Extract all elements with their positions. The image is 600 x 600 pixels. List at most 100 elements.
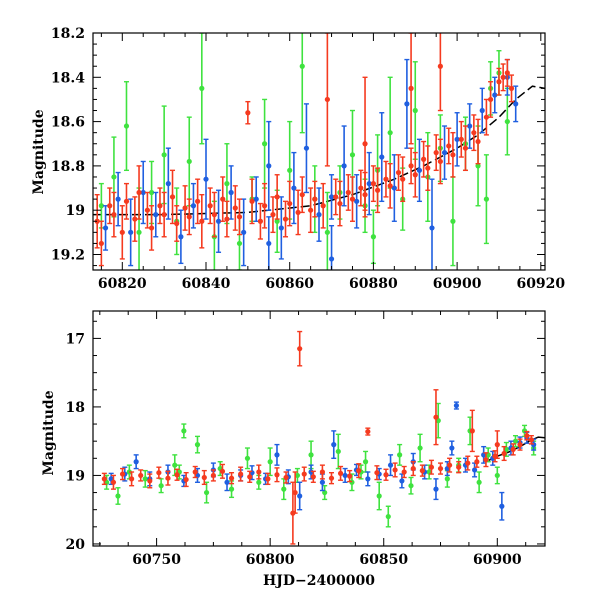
blue-data-point xyxy=(331,430,337,460)
green-data-point xyxy=(244,447,251,470)
red-data-point xyxy=(433,389,439,446)
red-data-point xyxy=(249,178,255,225)
red-data-point xyxy=(199,193,205,249)
red-data-point xyxy=(282,200,289,238)
red-data-point xyxy=(474,455,480,468)
y-tick-label: 19.2 xyxy=(51,247,85,263)
red-data-point xyxy=(101,472,107,486)
red-data-point xyxy=(195,178,201,225)
green-data-point xyxy=(203,481,210,504)
red-data-point xyxy=(408,147,414,185)
red-data-point xyxy=(238,466,244,482)
red-data-point xyxy=(174,468,180,481)
y-tick-label: 18.6 xyxy=(51,115,85,131)
red-data-point xyxy=(437,138,443,185)
red-data-point xyxy=(347,469,353,483)
red-data-point xyxy=(358,169,364,207)
x-tick-label: 60850 xyxy=(359,552,408,568)
green-data-point xyxy=(450,176,456,267)
bottom-panel-y-axis-label: Magnitude xyxy=(41,390,57,475)
red-data-point xyxy=(462,125,469,172)
y-tick-label: 18.2 xyxy=(51,26,85,42)
red-series xyxy=(101,330,534,545)
red-data-point xyxy=(496,67,502,96)
red-data-point xyxy=(310,470,316,483)
red-data-point xyxy=(94,193,100,249)
blue-data-point xyxy=(266,216,272,270)
red-data-point xyxy=(349,176,356,222)
blue-data-point xyxy=(140,160,146,225)
x-tick-label: 60900 xyxy=(433,276,482,292)
red-data-point xyxy=(147,473,153,489)
red-data-point xyxy=(165,470,171,486)
red-data-point xyxy=(270,196,276,234)
red-data-point xyxy=(337,465,344,481)
red-data-point xyxy=(425,145,431,191)
red-data-point xyxy=(228,471,235,485)
red-data-point xyxy=(210,469,216,482)
blue-data-point xyxy=(429,178,435,270)
bottom-panel-marks xyxy=(101,330,545,545)
red-data-point xyxy=(265,472,271,486)
blue-data-point xyxy=(133,454,139,470)
red-data-point xyxy=(324,33,330,167)
blue-data-point xyxy=(115,171,121,227)
blue-data-point xyxy=(387,454,394,477)
red-data-point xyxy=(192,465,198,479)
red-data-point xyxy=(169,169,176,225)
bottom-panel-frame xyxy=(92,310,546,547)
blue-data-point xyxy=(449,440,455,456)
red-data-point xyxy=(308,187,314,234)
red-data-point xyxy=(487,81,494,118)
red-data-point xyxy=(245,100,251,125)
red-data-point xyxy=(257,202,264,240)
green-data-point xyxy=(335,433,341,470)
green-data-point xyxy=(412,61,418,160)
red-data-point xyxy=(111,191,117,238)
red-data-point xyxy=(370,165,377,203)
y-tick-label: 18 xyxy=(66,400,85,416)
blue-data-point xyxy=(241,198,247,267)
green-data-point xyxy=(158,478,164,494)
red-data-point xyxy=(419,464,425,477)
y-tick-label: 20 xyxy=(66,537,86,553)
blue-data-point xyxy=(178,209,184,265)
blue-data-point xyxy=(379,112,385,203)
red-data-point xyxy=(483,452,489,468)
red-data-point xyxy=(186,198,192,236)
red-data-point xyxy=(132,196,138,242)
red-data-point xyxy=(301,466,307,482)
red-data-point xyxy=(387,162,393,209)
plot-area xyxy=(93,33,545,270)
red-data-point xyxy=(123,182,130,220)
red-data-point xyxy=(465,455,471,471)
red-data-point xyxy=(207,187,213,225)
x-tick-label: 60750 xyxy=(132,552,181,568)
green-data-point xyxy=(115,487,121,505)
red-data-point xyxy=(320,182,326,229)
green-data-point xyxy=(123,81,130,172)
red-data-point xyxy=(456,461,462,474)
blue-data-point xyxy=(416,138,423,203)
green-data-point xyxy=(181,423,187,439)
x-tick-label: 60860 xyxy=(265,276,314,292)
red-data-point xyxy=(447,457,453,473)
red-data-point xyxy=(220,176,226,222)
red-data-point xyxy=(412,151,418,198)
blue-data-point xyxy=(492,76,498,114)
green-data-point xyxy=(194,435,201,454)
red-data-point xyxy=(400,156,406,203)
red-data-point xyxy=(337,180,343,227)
green-data-point xyxy=(261,98,268,189)
red-data-point xyxy=(224,200,230,238)
green-data-point xyxy=(476,471,482,494)
red-data-point xyxy=(517,438,523,451)
red-data-point xyxy=(437,33,443,112)
y-tick-label: 17 xyxy=(66,331,85,347)
red-data-point xyxy=(401,465,407,479)
red-data-point xyxy=(356,463,362,479)
blue-data-point xyxy=(274,443,280,466)
red-data-point xyxy=(471,114,477,152)
green-data-point xyxy=(483,154,490,245)
blue-data-point xyxy=(303,103,310,194)
